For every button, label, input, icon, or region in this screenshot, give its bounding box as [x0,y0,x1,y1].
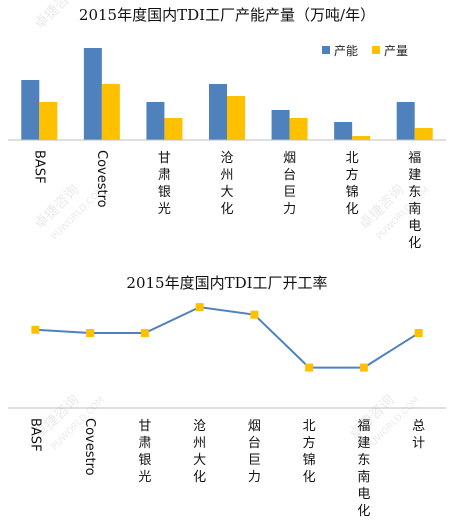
bar-category-label: 沧州大化 [220,150,233,217]
bar-output [164,118,183,140]
bar-output [289,118,308,140]
line-marker [86,329,95,338]
line-category-label: 福建东南电化 [357,419,370,519]
bars-group [21,48,433,140]
line-category-label: Covestro [82,418,97,476]
legend-label: 产量 [384,44,408,58]
bar-category-label: Covestro [94,150,109,208]
legend-label: 产能 [334,44,358,58]
line-category-label: 甘肃银光 [138,419,151,485]
bar-chart-category-labels: BASF Covestro 甘肃银光 沧州大化 烟台巨力 北方锦化 福建东南电化 [31,150,421,251]
line-chart: 2015年度国内TDI工厂开工率 BASF Covestro 甘肃银光 沧州大化 烟台巨… [8,274,446,519]
watermark-text: 卓捷咨询 [347,392,398,443]
bar-capacity [209,84,227,140]
bar-category-label: 烟台巨力 [283,151,296,217]
bar-capacity [83,48,102,140]
bar-output [227,96,245,140]
line-category-label: BASF [27,418,42,452]
line-category-label: 北方锦化 [303,419,316,485]
bar-output [414,128,433,140]
watermark-text: 卓捷咨询 [32,182,83,233]
line-category-label: 烟台巨力 [248,419,261,485]
line-chart-title: 2015年度国内TDI工厂开工率 [126,274,327,292]
line-marker [305,363,314,372]
line-series-group [31,303,423,372]
line-category-label: 沧州大化 [193,418,206,485]
bar-category-label: 甘肃银光 [158,151,171,217]
bar-capacity [396,102,415,140]
bar-category-label: 福建东南电化 [408,151,421,251]
line-marker [359,363,368,372]
line-marker [140,329,149,338]
line-marker [195,303,204,312]
bar-chart-legend: 产能 产量 [322,44,408,58]
legend-swatch [322,46,330,54]
bar-output [352,136,371,140]
bar-category-label: BASF [31,150,46,184]
line-marker [250,310,259,319]
bar-category-label: 北方锦化 [346,151,359,217]
bar-chart: 2015年度国内TDI工厂产能产量（万吨/年） 产能 产量 BASF Covestr… [8,6,446,251]
watermark-text: 卓捷咨询 [32,0,83,33]
bar-capacity [146,102,165,140]
line-marker [31,325,40,334]
line-category-label: 总计 [412,419,425,451]
bar-output [101,84,120,140]
watermark-text: 卓捷咨询 [357,182,408,233]
bar-chart-title: 2015年度国内TDI工厂产能产量（万吨/年） [79,6,375,24]
line-chart-category-labels: BASF Covestro 甘肃银光 沧州大化 烟台巨力 北方锦化 福建东南电化 总计 [27,418,425,519]
bar-capacity [271,110,290,140]
bar-output [39,102,58,140]
bar-capacity [334,122,353,140]
line-series [35,306,420,369]
bar-capacity [21,80,40,140]
line-marker [414,329,423,338]
legend-swatch [372,46,380,54]
